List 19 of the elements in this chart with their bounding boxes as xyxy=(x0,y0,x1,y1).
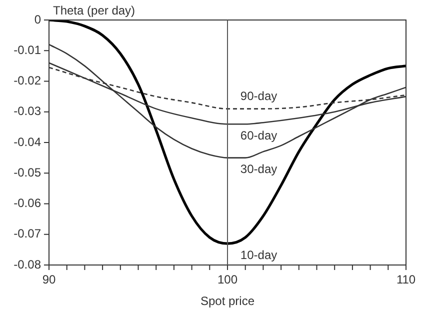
y-tick-label: -0.08 xyxy=(14,257,42,272)
y-tick-label: -0.03 xyxy=(14,104,42,118)
line-series xyxy=(49,20,406,245)
series-label: 90-day xyxy=(240,89,278,104)
y-tick-label: -0.06 xyxy=(14,196,42,210)
y-tick-label: -0.07 xyxy=(14,226,42,241)
series-label: 60-day xyxy=(240,128,278,142)
x-axis-title: Spot price xyxy=(200,294,255,308)
x-tick-label: 90 xyxy=(42,272,56,287)
y-tick-label: -0.04 xyxy=(14,134,42,149)
y-tick-label: -0.02 xyxy=(14,74,42,88)
y-tick-label: -0.05 xyxy=(14,165,42,180)
series-label: 10-day xyxy=(240,248,278,262)
x-tick-label: 110 xyxy=(396,272,416,287)
series-label: 30-day xyxy=(240,162,278,176)
y-tick-label: 0 xyxy=(34,12,42,26)
y-axis-title: Theta (per day) xyxy=(53,3,136,18)
y-tick-label: -0.01 xyxy=(14,42,42,57)
x-tick-label: 100 xyxy=(217,272,238,287)
